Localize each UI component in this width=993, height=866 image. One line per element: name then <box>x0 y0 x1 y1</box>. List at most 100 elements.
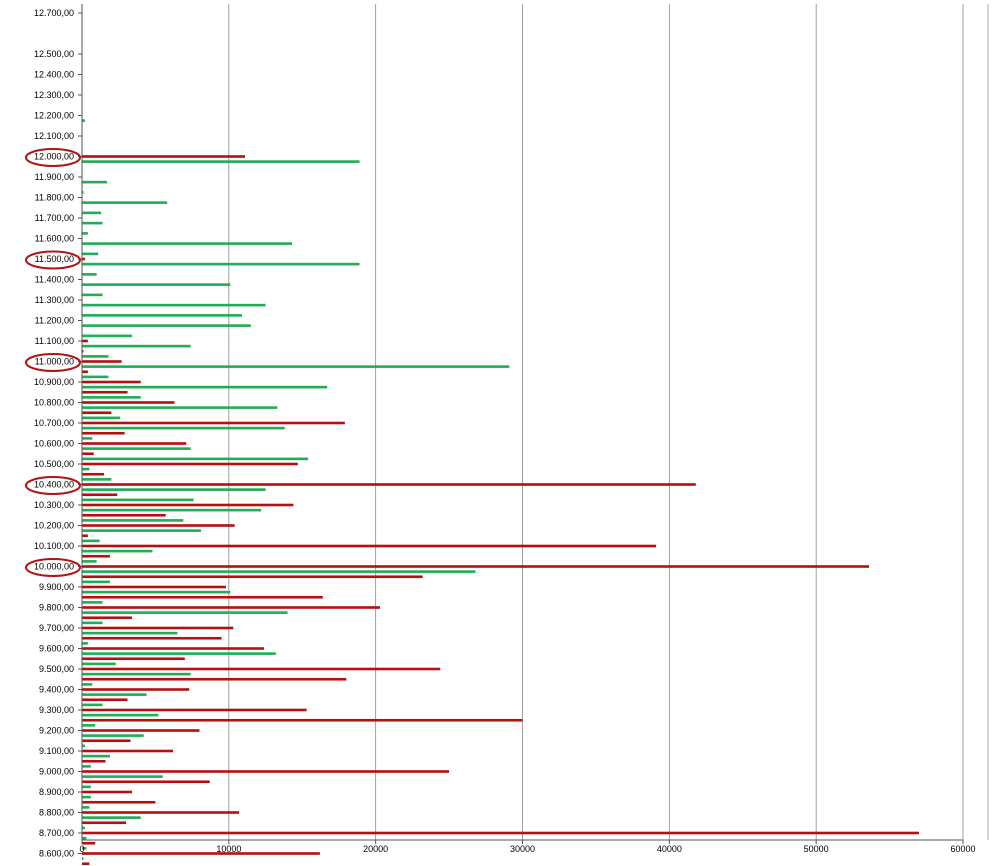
green-bar <box>82 180 107 184</box>
red-bar <box>82 401 175 404</box>
y-tick-label: 10.800,00 <box>34 398 74 408</box>
red-bar <box>82 606 381 609</box>
highlight-circles <box>25 148 81 577</box>
green-bar <box>82 303 266 307</box>
green-bar <box>82 775 163 778</box>
green-bar <box>82 734 144 737</box>
green-bar <box>82 642 88 645</box>
red-bar <box>82 821 127 825</box>
green-bar <box>82 508 262 512</box>
red-bar <box>82 626 234 630</box>
x-tick-label: 0 <box>79 844 84 854</box>
green-bar <box>82 211 102 215</box>
y-tick-label: 12.700,00 <box>34 8 74 18</box>
red-bar <box>82 534 88 538</box>
red-bar <box>82 811 240 814</box>
red-bar <box>82 831 919 835</box>
red-bar <box>82 841 96 845</box>
red-bar <box>82 565 870 568</box>
green-bar <box>82 457 309 461</box>
green-bar <box>82 683 93 686</box>
green-bar <box>82 529 201 532</box>
red-bar <box>82 493 118 497</box>
red-bar <box>82 616 132 620</box>
green-bar <box>82 560 97 563</box>
red-bar <box>82 852 320 855</box>
red-bar <box>82 370 88 374</box>
y-tick-label: 10.300,00 <box>34 500 74 510</box>
green-bar <box>82 416 121 420</box>
green-bar <box>82 590 231 594</box>
green-bar <box>82 795 91 799</box>
red-bar <box>82 411 112 415</box>
green-bar <box>82 621 103 625</box>
green-bar <box>82 447 191 450</box>
highlight-circle <box>25 353 81 372</box>
red-bar <box>82 780 210 784</box>
green-bar <box>82 519 184 522</box>
y-tick-label: 11.300,00 <box>35 295 74 305</box>
y-tick-label: 11.100,00 <box>35 336 74 346</box>
green-bar <box>82 334 132 338</box>
y-tick-label: 10.600,00 <box>34 439 74 449</box>
green-bar <box>82 754 110 758</box>
y-tick-label: 12.300,00 <box>34 90 74 100</box>
green-bar <box>82 467 90 471</box>
y-tick-label: 11.000,00 <box>35 357 74 367</box>
red-bar <box>82 708 307 712</box>
green-bar <box>82 242 292 245</box>
green-bar <box>82 375 109 379</box>
red-bar <box>82 462 298 466</box>
green-bar <box>82 580 110 584</box>
axes <box>78 4 989 854</box>
green-bar <box>82 232 88 235</box>
tick-labels: 01000020000300004000050000600008.500,008… <box>34 8 976 859</box>
green-bar <box>82 703 103 707</box>
x-tick-label: 10000 <box>216 844 241 854</box>
y-tick-label: 9.000,00 <box>39 767 74 777</box>
red-bar <box>82 585 226 589</box>
green-bar <box>82 191 84 194</box>
green-bar <box>82 847 87 850</box>
red-bar <box>82 729 200 732</box>
green-bar <box>82 314 243 317</box>
green-bar <box>82 262 360 266</box>
red-bar <box>82 339 88 343</box>
y-tick-label: 11.500,00 <box>35 254 74 264</box>
red-bar <box>82 677 347 681</box>
y-tick-label: 11.700,00 <box>35 213 74 223</box>
y-tick-label: 8.900,00 <box>39 787 74 797</box>
green-bar <box>82 160 360 163</box>
red-bar <box>82 524 235 527</box>
y-tick-label: 9.500,00 <box>39 664 74 674</box>
red-bar <box>82 647 265 650</box>
y-tick-label: 10.400,00 <box>34 480 74 490</box>
y-tick-label: 10.700,00 <box>34 418 74 428</box>
y-tick-label: 12.200,00 <box>34 111 74 121</box>
green-bar <box>82 836 87 840</box>
green-bar <box>82 765 91 768</box>
y-tick-label: 8.800,00 <box>39 808 74 818</box>
x-tick-label: 50000 <box>804 844 829 854</box>
y-tick-label: 8.600,00 <box>39 849 74 859</box>
y-tick-label: 12.500,00 <box>34 49 74 59</box>
y-tick-label: 9.400,00 <box>39 685 74 695</box>
green-bar <box>82 273 97 276</box>
y-tick-label: 11.900,00 <box>35 172 74 182</box>
green-bar <box>82 826 85 830</box>
green-bar <box>82 119 85 122</box>
green-bar <box>82 324 251 327</box>
green-bar <box>82 478 112 481</box>
red-bar <box>82 749 174 753</box>
y-tick-label: 10.200,00 <box>34 521 74 531</box>
red-bar <box>82 513 166 517</box>
x-tick-label: 30000 <box>510 844 535 854</box>
red-bar <box>82 503 294 507</box>
green-bar <box>82 252 99 256</box>
y-tick-label: 10.000,00 <box>34 562 74 572</box>
red-bar <box>82 421 345 425</box>
green-bar <box>82 857 84 860</box>
bars <box>82 119 919 866</box>
green-bar <box>82 283 231 286</box>
